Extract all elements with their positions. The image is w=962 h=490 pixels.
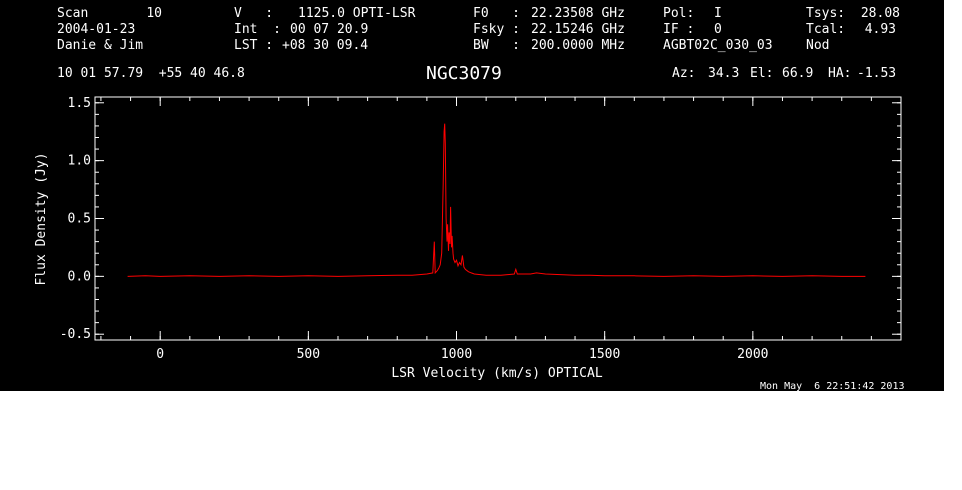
ha-label: HA: [828, 66, 852, 81]
x-axis-label: LSR Velocity (km/s) OPTICAL [391, 366, 602, 381]
int-value: 00 07 20.9 [290, 22, 369, 37]
x-tick-label: 1500 [589, 347, 620, 362]
bw-value: 200.0000 MHz [531, 38, 625, 53]
observers: Danie & Jim [57, 38, 144, 53]
timestamp: Mon May 6 22:51:42 2013 [760, 381, 905, 392]
if-value: 0 [714, 22, 722, 37]
tcal-value: 4.93 [864, 22, 896, 37]
tsys-value: 28.08 [860, 6, 900, 21]
y-tick-label: 1.0 [68, 154, 91, 169]
source-name: NGC3079 [426, 63, 502, 84]
fsky-label: Fsky : [473, 22, 520, 37]
velocity-value: 1125.0 OPTI-LSR [298, 6, 416, 21]
el-value: 66.9 [782, 66, 814, 81]
tsys-label: Tsys: [806, 6, 846, 21]
f0-value: 22.23508 GHz [531, 6, 625, 21]
y-tick-label: 0.0 [68, 269, 91, 284]
x-tick-label: 500 [297, 347, 320, 362]
pol-value: I [714, 6, 722, 21]
project-id: AGBT02C_030_03 [663, 38, 773, 53]
pol-label: Pol: [663, 6, 695, 21]
obs-date: 2004-01-23 [57, 22, 136, 37]
y-axis-label: Flux Density (Jy) [34, 152, 49, 285]
fsky-value: 22.15246 GHz [531, 22, 625, 37]
velocity-label: V : [234, 6, 274, 21]
lst-label: LST : [234, 38, 274, 53]
ha-value: -1.53 [857, 66, 897, 81]
az-label: Az: [672, 66, 696, 81]
int-label: Int : [234, 22, 281, 37]
spectrum-trace [127, 123, 866, 277]
f0-label: F0 : [473, 6, 520, 21]
x-tick-label: 0 [156, 347, 164, 362]
y-tick-label: 0.5 [68, 212, 91, 227]
if-label: IF : [663, 22, 695, 37]
source-coords: 10 01 57.79 +55 40 46.8 [57, 66, 245, 81]
x-axis-ticks: 0 500 1000 1500 2000 [100, 97, 902, 362]
obs-mode: Nod [806, 38, 830, 53]
az-value: 34.3 [708, 66, 740, 81]
scan-label: Scan [57, 6, 89, 21]
spectrum-chart: -0.5 0.0 0.5 1.0 1.5 0 500 1000 1500 2000 LSR Ve… [34, 96, 902, 381]
y-tick-label: -0.5 [60, 327, 91, 342]
bw-label: BW : [473, 38, 520, 53]
y-axis-ticks: -0.5 0.0 0.5 1.0 1.5 [60, 96, 901, 342]
scan-value: 10 [146, 6, 162, 21]
y-tick-label: 1.5 [68, 96, 91, 111]
lst-value: +08 30 09.4 [282, 38, 369, 53]
x-tick-label: 2000 [737, 347, 768, 362]
tcal-label: Tcal: [806, 22, 846, 37]
el-label: El: [750, 66, 774, 81]
plot-panel: Scan 10 2004-01-23 Danie & Jim V : 1125.… [0, 0, 944, 392]
plot-frame [94, 96, 902, 341]
x-tick-label: 1000 [441, 347, 472, 362]
